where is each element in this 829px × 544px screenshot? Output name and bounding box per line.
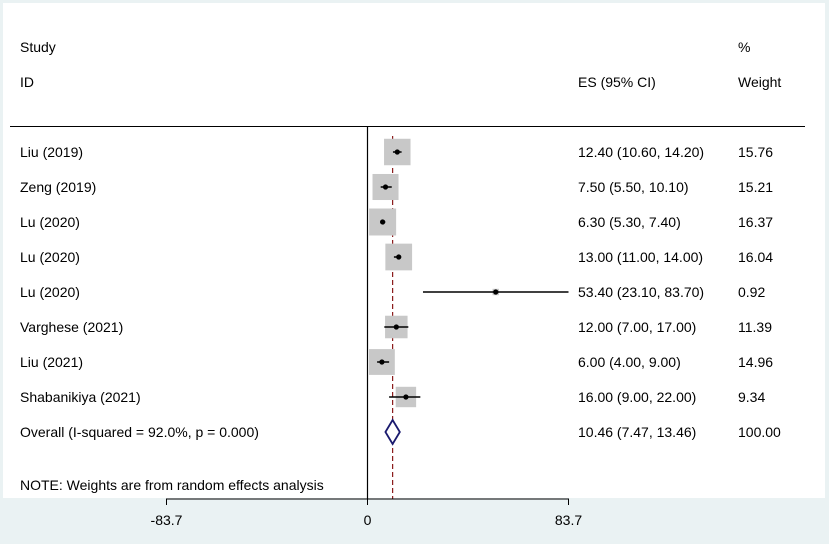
study-label: Shabanikiya (2021) bbox=[20, 389, 141, 405]
study-row: Lu (2020) 6.30 (5.30, 7.40) 16.37 bbox=[20, 208, 773, 236]
study-label: Lu (2020) bbox=[20, 284, 80, 300]
study-label: Liu (2019) bbox=[20, 144, 83, 160]
study-row: Lu (2020) 53.40 (23.10, 83.70) 0.92 bbox=[20, 284, 765, 300]
overall-label: Overall (I-squared = 92.0%, p = 0.000) bbox=[20, 424, 259, 440]
overall-es-value: 10.46 (7.47, 13.46) bbox=[578, 424, 696, 440]
study-label: Lu (2020) bbox=[20, 249, 80, 265]
point-estimate bbox=[380, 219, 386, 225]
es-value: 7.50 (5.50, 10.10) bbox=[578, 179, 689, 195]
es-value: 53.40 (23.10, 83.70) bbox=[578, 284, 704, 300]
es-value: 12.40 (10.60, 14.20) bbox=[578, 144, 704, 160]
weight-value: 9.34 bbox=[738, 389, 765, 405]
x-tick-label: 83.7 bbox=[555, 512, 582, 528]
weights-note: NOTE: Weights are from random effects an… bbox=[20, 477, 324, 493]
x-tick-label: 0 bbox=[364, 512, 372, 528]
header-id: ID bbox=[20, 74, 34, 90]
point-estimate bbox=[493, 289, 499, 295]
weight-value: 16.04 bbox=[738, 249, 773, 265]
x-tick-label: -83.7 bbox=[151, 512, 183, 528]
study-row: Liu (2019) 12.40 (10.60, 14.20) 15.76 bbox=[20, 138, 773, 166]
header-es: ES (95% CI) bbox=[578, 74, 656, 90]
point-estimate bbox=[394, 149, 400, 155]
es-value: 16.00 (9.00, 22.00) bbox=[578, 389, 696, 405]
overall-row: Overall (I-squared = 92.0%, p = 0.000) 1… bbox=[20, 418, 781, 446]
point-estimate bbox=[382, 184, 389, 190]
study-row: Lu (2020) 13.00 (11.00, 14.00) 16.04 bbox=[20, 243, 773, 271]
header-study: Study bbox=[20, 39, 56, 55]
study-row: Liu (2021) 6.00 (4.00, 9.00) 14.96 bbox=[20, 349, 773, 375]
point-estimate bbox=[393, 324, 399, 330]
es-value: 12.00 (7.00, 17.00) bbox=[578, 319, 696, 335]
overall-diamond bbox=[384, 418, 401, 446]
study-row: Varghese (2021) 12.00 (7.00, 17.00) 11.3… bbox=[20, 315, 772, 339]
header-weight: Weight bbox=[738, 74, 781, 90]
plot-area bbox=[3, 3, 825, 498]
study-row: Zeng (2019) 7.50 (5.50, 10.10) 15.21 bbox=[20, 173, 773, 201]
point-estimate bbox=[403, 394, 409, 400]
weight-value: 0.92 bbox=[738, 284, 765, 300]
overall-weight-value: 100.00 bbox=[738, 424, 781, 440]
point-estimate bbox=[396, 254, 402, 260]
study-label: Zeng (2019) bbox=[20, 179, 96, 195]
es-value: 13.00 (11.00, 14.00) bbox=[578, 249, 703, 265]
study-row: Shabanikiya (2021) 16.00 (9.00, 22.00) 9… bbox=[20, 386, 765, 408]
weight-value: 15.76 bbox=[738, 144, 773, 160]
study-label: Liu (2021) bbox=[20, 354, 83, 370]
study-label: Lu (2020) bbox=[20, 214, 80, 230]
es-value: 6.30 (5.30, 7.40) bbox=[578, 214, 681, 230]
weight-value: 11.39 bbox=[738, 319, 772, 335]
study-label: Varghese (2021) bbox=[20, 319, 123, 335]
weight-value: 15.21 bbox=[738, 179, 773, 195]
weight-value: 14.96 bbox=[738, 354, 773, 370]
header-percent: % bbox=[738, 39, 750, 55]
weight-value: 16.37 bbox=[738, 214, 773, 230]
es-value: 6.00 (4.00, 9.00) bbox=[578, 354, 681, 370]
point-estimate bbox=[379, 359, 385, 365]
